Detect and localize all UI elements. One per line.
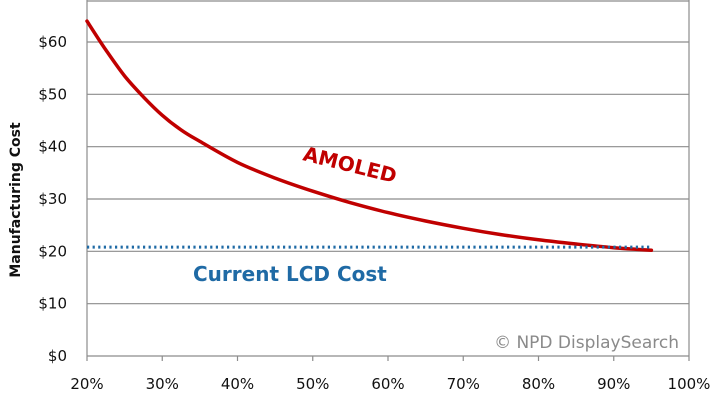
x-tick-label: 70%: [447, 375, 480, 393]
y-tick-label: $0: [48, 347, 67, 365]
series-lines: [85, 19, 654, 253]
y-axis-label: Manufacturing Cost: [8, 122, 24, 278]
x-tick-label: 100%: [668, 375, 711, 393]
y-tick-label: $50: [38, 85, 67, 103]
x-tick-label: 50%: [296, 375, 329, 393]
x-tick-label: 40%: [221, 375, 254, 393]
x-tick-label: 30%: [146, 375, 179, 393]
grid-lines: [87, 0, 689, 305]
y-tick-label: $10: [38, 295, 67, 313]
y-tick-label: $20: [38, 242, 67, 260]
x-tick-label: 90%: [597, 375, 630, 393]
x-tick-label: 80%: [522, 375, 555, 393]
y-tick-label: $30: [38, 190, 67, 208]
amoled-cost-line: [85, 19, 654, 253]
x-tick-label: 60%: [371, 375, 404, 393]
y-tick-label: $60: [38, 33, 67, 51]
x-tick-label: 20%: [70, 375, 103, 393]
lcd-series-label: Current LCD Cost: [193, 262, 387, 286]
amoled-series-label: AMOLED: [301, 142, 399, 188]
y-axis-ticks: $0 $10 $20 $30 $40 $50 $60: [38, 33, 67, 365]
x-axis-ticks: 20% 30% 40% 50% 60% 70% 80% 90% 100%: [70, 356, 710, 393]
source-watermark: © NPD DisplaySearch: [494, 333, 679, 353]
y-tick-label: $40: [38, 138, 67, 156]
